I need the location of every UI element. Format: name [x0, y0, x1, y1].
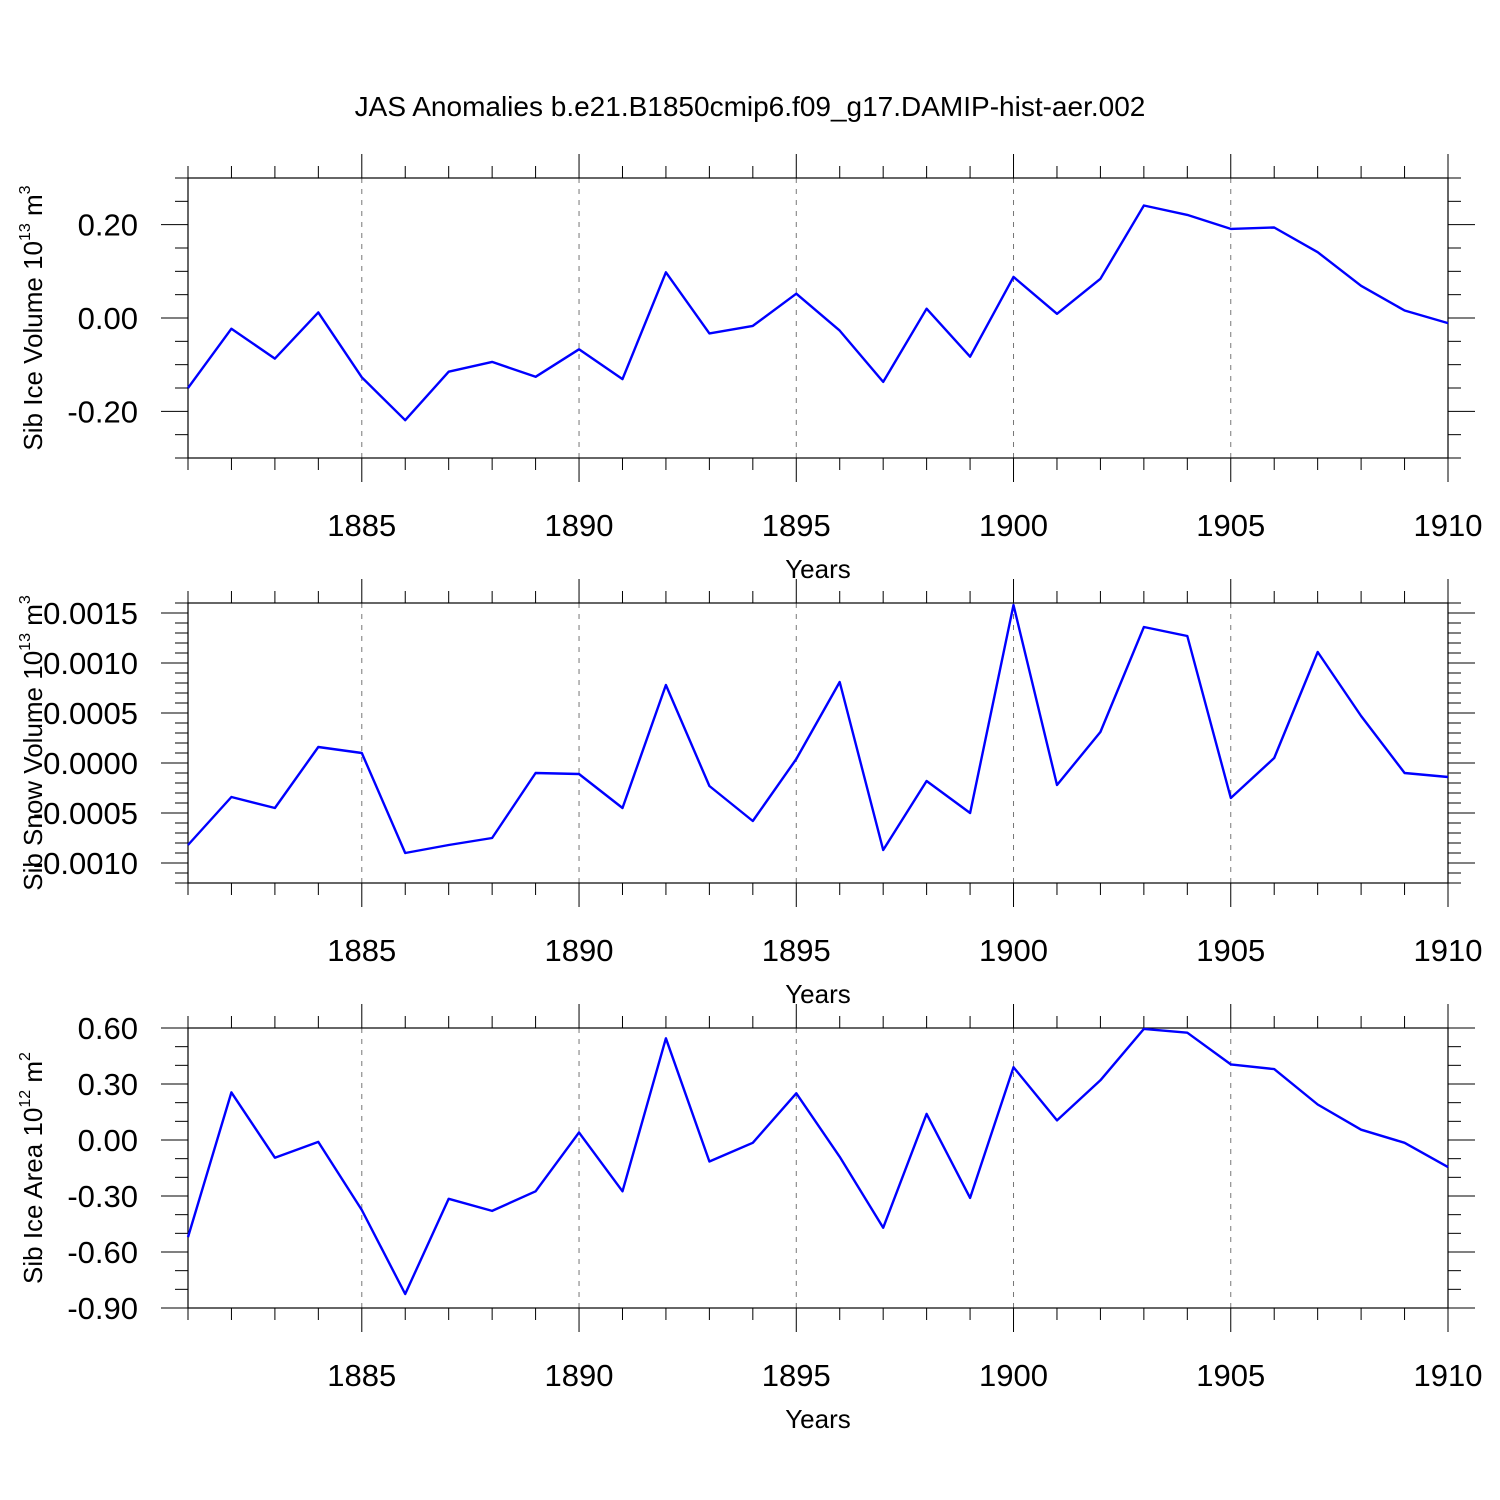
x-tick-label: 1885	[327, 1358, 396, 1393]
y-axis-label-text: Sib Ice Volume 10	[18, 241, 48, 451]
series-line	[187, 204, 1449, 422]
x-tick-label: 1910	[1414, 1358, 1483, 1393]
x-tick-label: 1905	[1196, 508, 1265, 543]
y-tick-label: 0.20	[78, 208, 138, 243]
y-tick-label: 0.0015	[43, 596, 138, 631]
x-tick-label: 1890	[545, 933, 614, 968]
y-tick-label: 0.00	[78, 1123, 138, 1158]
panels: -0.20 0.00 0.20 1885 1890 1895 1900 1905 1910 Yea…	[17, 154, 1482, 1434]
y-axis-label-text: Sib Ice Area 10	[18, 1108, 48, 1284]
x-tick-label: 1895	[762, 933, 831, 968]
y-axis-label-text: m	[18, 1061, 48, 1090]
x-tick-label: 1910	[1414, 933, 1483, 968]
series-line	[187, 603, 1449, 855]
panel-3: -0.90 -0.60 -0.30 0.00 0.30 0.60 1885 1890 1895 1…	[17, 1004, 1482, 1434]
y-axis-label-text: m	[18, 604, 48, 633]
y-tick-label: 0.30	[78, 1067, 138, 1102]
x-tick-label: 1905	[1196, 933, 1265, 968]
y-axis-label-superscript: 3	[17, 595, 34, 604]
x-tick-label: 1900	[979, 933, 1048, 968]
x-tick-label: 1905	[1196, 1358, 1265, 1393]
x-tick-label: 1910	[1414, 508, 1483, 543]
y-axis-label: Sib Ice Area 1012 m2	[17, 1052, 48, 1284]
x-tick-label: 1900	[979, 508, 1048, 543]
panel-1: -0.20 0.00 0.20 1885 1890 1895 1900 1905 1910 Yea…	[17, 154, 1482, 584]
y-tick-label: -0.0010	[33, 846, 138, 881]
y-axis-label: Sib Snow Volume 1013 m3	[17, 595, 48, 891]
x-axis-label: Years	[785, 1404, 851, 1434]
y-tick-label: -0.90	[67, 1291, 138, 1326]
y-tick-label: 0.60	[78, 1011, 138, 1046]
y-axis-label-text: Sib Snow Volume 10	[18, 651, 48, 891]
y-axis-label-superscript: 2	[17, 1052, 34, 1061]
x-axis-label: Years	[785, 979, 851, 1009]
x-tick-label: 1885	[327, 508, 396, 543]
plot-frame	[187, 1027, 1449, 1309]
y-tick-label: 0.0005	[43, 696, 138, 731]
panel-2: -0.0010 -0.0005 0.0000 0.0005 0.0010 0.0015 18…	[17, 579, 1482, 1009]
x-axis-label: Years	[785, 554, 851, 584]
x-tick-label: 1895	[762, 508, 831, 543]
y-axis-label-superscript: 12	[17, 1090, 34, 1108]
y-tick-label: -0.20	[67, 394, 138, 429]
x-tick-label: 1885	[327, 933, 396, 968]
y-axis-label-superscript: 3	[17, 185, 34, 194]
plot-frame	[187, 177, 1449, 459]
y-tick-label: 0.0000	[43, 746, 138, 781]
y-axis-label-text: m	[18, 194, 48, 223]
x-tick-label: 1900	[979, 1358, 1048, 1393]
y-axis-label: Sib Ice Volume 1013 m3	[17, 185, 48, 450]
y-tick-label: 0.00	[78, 301, 138, 336]
x-tick-label: 1890	[545, 508, 614, 543]
y-tick-label: 0.0010	[43, 646, 138, 681]
x-tick-label: 1890	[545, 1358, 614, 1393]
chart-title: JAS Anomalies b.e21.B1850cmip6.f09_g17.D…	[355, 91, 1146, 122]
y-axis-label-superscript: 13	[17, 633, 34, 651]
y-tick-label: -0.30	[67, 1179, 138, 1214]
plot-frame	[187, 602, 1449, 884]
y-tick-label: -0.60	[67, 1235, 138, 1270]
y-axis-label-superscript: 13	[17, 223, 34, 241]
y-tick-label: -0.0005	[33, 796, 138, 831]
x-tick-label: 1895	[762, 1358, 831, 1393]
series-line	[186, 1027, 1449, 1296]
